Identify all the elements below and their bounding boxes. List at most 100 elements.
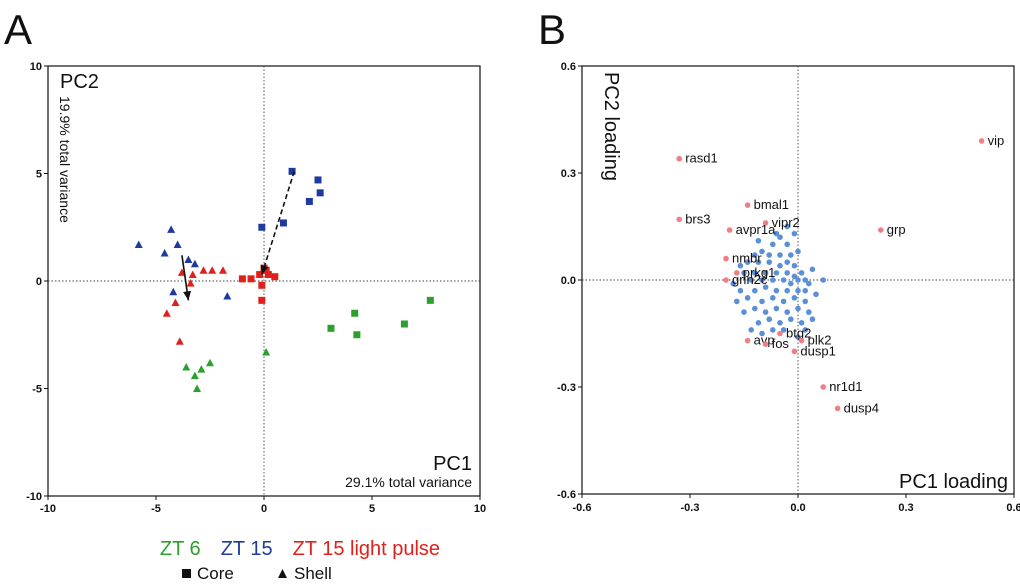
panel-b-gene-point bbox=[791, 295, 798, 301]
panel-b-gene-point bbox=[773, 305, 780, 312]
panel-a-shell-point bbox=[197, 365, 206, 373]
panel-b-labeled-gene-point bbox=[791, 348, 798, 355]
panel-b-x-tick-label: 0.3 bbox=[898, 502, 913, 514]
panel-b-gene-point bbox=[737, 287, 744, 294]
panel-a-y-tick-label: -10 bbox=[26, 491, 42, 503]
panel-b-gene-point bbox=[755, 237, 762, 244]
panel-b-gene-point bbox=[795, 248, 801, 255]
panel-b-gene-point bbox=[748, 277, 754, 283]
panel-b-gene-point bbox=[784, 270, 790, 276]
panel-a-shell-point bbox=[190, 371, 199, 380]
panel-a-shell-point bbox=[218, 266, 227, 274]
panel-b-gene-point bbox=[791, 230, 798, 237]
panel-b-labeled-gene-point bbox=[978, 138, 985, 144]
panel-b-gene-point bbox=[802, 277, 808, 283]
panel-b-gene-point bbox=[766, 252, 772, 258]
panel-b-gene-label: rasd1 bbox=[685, 151, 718, 166]
panel-a-shell-point bbox=[162, 309, 171, 317]
panel-b-gene-point bbox=[759, 298, 765, 305]
panel-a-shell-point bbox=[190, 259, 199, 268]
panel-b-gene-point bbox=[773, 230, 780, 237]
panel-b-gene-point bbox=[813, 291, 819, 298]
panel-b-y-tick-label: -0.3 bbox=[557, 382, 576, 394]
panel-a-core-point bbox=[264, 271, 272, 279]
panel-b-labeled-gene-point bbox=[762, 220, 769, 226]
panel-a-core-point bbox=[351, 309, 359, 317]
panel-b-gene-point bbox=[777, 234, 783, 240]
panel-b-labeled-gene-point bbox=[726, 227, 733, 233]
panel-b-y-tick-label: 0.0 bbox=[561, 275, 576, 287]
panel-b-chart: B -0.6 -0.3 0.0 0.3 0.6 -0.6 -0.3 0.0 0.3 0.6 vi… bbox=[538, 6, 1020, 514]
panel-a-x-tick-label: -5 bbox=[151, 503, 161, 515]
panel-b-y-tick-label: 0.3 bbox=[561, 168, 576, 180]
panel-b-y-tick-label: -0.6 bbox=[557, 489, 576, 501]
panel-b-gene-point bbox=[770, 277, 776, 283]
panel-a-y-ticks: -10 -5 0 5 10 bbox=[26, 61, 48, 503]
panel-b-gene-point bbox=[748, 327, 754, 333]
panel-b-gene-point bbox=[806, 309, 812, 315]
panel-b-labeled-gene-point bbox=[734, 270, 740, 276]
panel-b-gene-point bbox=[784, 287, 790, 294]
legend-core-square-icon bbox=[182, 569, 191, 578]
panel-a-arrowhead bbox=[260, 264, 269, 275]
panel-a-y-axis-title: PC2 bbox=[60, 71, 99, 93]
panel-b-x-ticks: -0.6 -0.3 0.0 0.3 0.6 bbox=[573, 494, 1020, 514]
panel-a-core-point bbox=[400, 320, 408, 328]
panel-b-gene-point bbox=[766, 316, 772, 323]
panel-a-core-point bbox=[353, 331, 361, 339]
panel-b-x-tick-label: -0.3 bbox=[681, 502, 700, 514]
panel-b-gene-label: dusp1 bbox=[800, 343, 835, 358]
panel-b-gene-point bbox=[741, 309, 747, 315]
panel-b-gene-point bbox=[773, 270, 780, 276]
panel-b-gene-point bbox=[770, 327, 776, 333]
panel-a-shell-point bbox=[199, 266, 208, 274]
panel-b-gene-point bbox=[752, 305, 758, 312]
panel-a-core-point bbox=[271, 273, 279, 281]
panel-b-gene-point bbox=[755, 320, 762, 326]
legend: ZT 6 ZT 15 ZT 15 light pulse Core Shell bbox=[160, 538, 440, 583]
panel-b-gene-label: brs3 bbox=[685, 211, 710, 226]
panel-b-gene-point bbox=[780, 327, 787, 333]
panel-b-gene-point bbox=[752, 287, 758, 294]
panel-b-gene-point bbox=[788, 316, 794, 323]
panel-b-gene-label: nr1d1 bbox=[829, 379, 862, 394]
panel-b-gene-point bbox=[777, 252, 783, 258]
panel-b-labeled-gene-point bbox=[676, 155, 682, 162]
panel-a-letter: A bbox=[4, 6, 32, 53]
panel-a-y-tick-label: 0 bbox=[36, 276, 42, 288]
panel-b-unlabeled-genes bbox=[730, 223, 826, 340]
panel-a-y-axis-subtitle: 19.9% total variance bbox=[57, 96, 73, 223]
panel-b-gene-point bbox=[734, 298, 740, 305]
panel-a-shell-point bbox=[160, 249, 169, 257]
panel-b-gene-point bbox=[770, 295, 776, 301]
panel-b-gene-point bbox=[759, 330, 765, 337]
panel-b-gene-label: bmal1 bbox=[754, 197, 789, 212]
panel-a-chart: A -10 -5 0 5 10 -10 -5 0 5 10 PC2 19.9% total va… bbox=[4, 6, 486, 515]
panel-b-gene-label: vip bbox=[988, 133, 1005, 148]
panel-b-gene-point bbox=[809, 266, 816, 273]
panel-b-gene-point bbox=[770, 241, 776, 248]
legend-shell-label: Shell bbox=[294, 564, 332, 583]
panel-b-gene-label: avp bbox=[754, 333, 775, 348]
panel-a-core-point bbox=[258, 223, 266, 231]
panel-a-shell-point bbox=[134, 240, 143, 248]
panel-b-gene-point bbox=[820, 277, 826, 283]
panel-a-x-tick-label: 0 bbox=[261, 503, 267, 515]
panel-b-gene-point bbox=[780, 298, 787, 305]
panel-b-gene-label: avpr1a bbox=[736, 222, 777, 237]
panel-b-gene-label: dusp4 bbox=[844, 400, 879, 415]
legend-group-zt15-light-pulse: ZT 15 light pulse bbox=[293, 538, 441, 560]
panel-b-gene-point bbox=[744, 259, 751, 265]
panel-a-core-point bbox=[258, 281, 266, 289]
panel-b-gene-label: plk2 bbox=[808, 333, 832, 348]
panel-a-core-point bbox=[256, 271, 264, 279]
panel-b-gene-point bbox=[755, 259, 762, 265]
panel-b-labeled-gene-point bbox=[820, 384, 826, 390]
panel-b-gene-point bbox=[730, 280, 736, 287]
panel-b-gene-point bbox=[741, 270, 747, 276]
panel-b-x-tick-label: 0.0 bbox=[790, 502, 805, 514]
panel-b-gene-point bbox=[762, 309, 769, 315]
panel-b-x-axis-title: PC1 loading bbox=[899, 471, 1008, 493]
panel-b-x-tick-label: -0.6 bbox=[573, 502, 592, 514]
